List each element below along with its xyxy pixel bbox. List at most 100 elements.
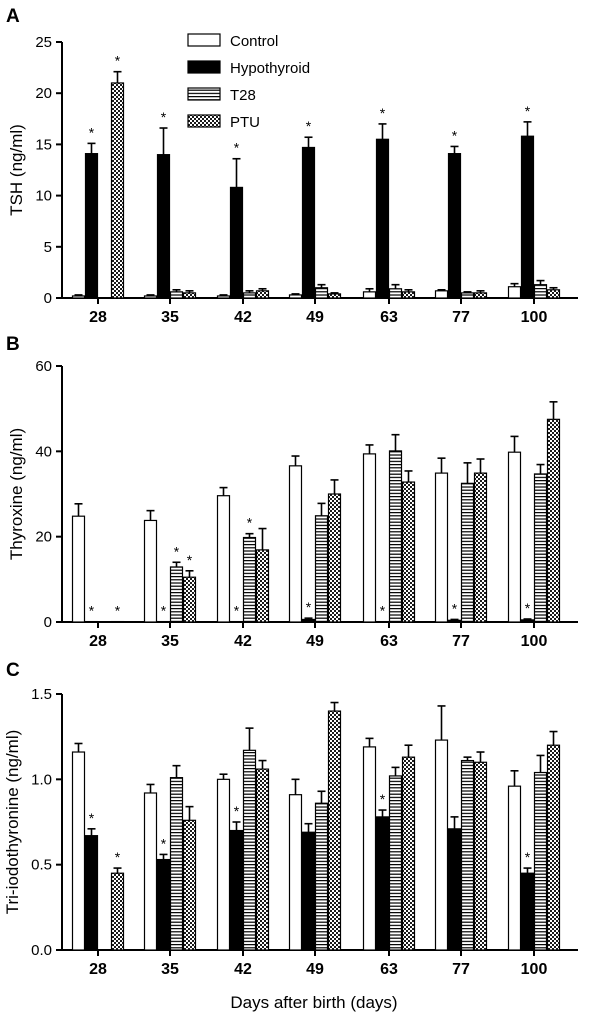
- y-axis-title: Thyroxine (ng/ml): [7, 428, 26, 560]
- bar: [401, 481, 416, 623]
- bar: [301, 146, 316, 299]
- significance-star: *: [306, 118, 312, 134]
- x-tick-label: 42: [234, 633, 252, 650]
- significance-star: *: [234, 603, 240, 619]
- bar: [533, 771, 548, 951]
- y-tick-label: 1.0: [31, 771, 52, 788]
- y-tick-label: 0: [44, 290, 52, 307]
- bar: [473, 292, 488, 299]
- bar: [71, 295, 86, 299]
- y-tick-label: 10: [35, 188, 52, 205]
- x-tick-label: 28: [89, 633, 107, 650]
- legend-swatch: [187, 60, 221, 74]
- bar: [520, 135, 535, 299]
- significance-star: *: [234, 140, 240, 156]
- significance-star: *: [525, 849, 531, 865]
- bar: [229, 186, 244, 299]
- y-tick-label: 20: [35, 85, 52, 102]
- bar: [460, 292, 475, 299]
- x-tick-label: 77: [452, 961, 470, 978]
- x-tick-label: 63: [380, 309, 398, 326]
- bar: [460, 759, 475, 951]
- legend-swatch: [187, 114, 221, 128]
- y-tick-label: 0.5: [31, 857, 52, 874]
- bar: [327, 493, 342, 623]
- bar: [216, 778, 231, 951]
- y-tick-label: 0.0: [31, 942, 52, 959]
- bar: [71, 515, 86, 623]
- y-tick-label: 5: [44, 239, 52, 256]
- significance-star: *: [161, 603, 167, 619]
- bar: [460, 482, 475, 623]
- y-tick-label: 40: [35, 443, 52, 460]
- bar: [362, 291, 377, 299]
- significance-star: *: [174, 543, 180, 559]
- bar: [314, 287, 329, 299]
- bar: [143, 792, 158, 951]
- x-tick-label: 42: [234, 309, 252, 326]
- x-tick-label: 35: [161, 309, 179, 326]
- bar: [507, 785, 522, 951]
- significance-star: *: [187, 552, 193, 568]
- significance-star: *: [452, 127, 458, 143]
- legend-swatch: [187, 87, 221, 101]
- bar: [401, 756, 416, 951]
- bar: [301, 831, 316, 951]
- legend-swatch: [187, 33, 221, 47]
- significance-star: *: [89, 603, 95, 619]
- x-tick-label: 77: [452, 633, 470, 650]
- x-tick-label: 42: [234, 961, 252, 978]
- bar: [434, 290, 449, 299]
- bar: [362, 453, 377, 623]
- y-tick-label: 60: [35, 358, 52, 375]
- x-axis-title: Days after birth (days): [230, 993, 397, 1012]
- bar: [288, 794, 303, 951]
- bar: [242, 536, 257, 623]
- significance-star: *: [525, 600, 531, 616]
- x-tick-label: 28: [89, 309, 107, 326]
- y-tick-label: 20: [35, 529, 52, 546]
- bar: [434, 472, 449, 623]
- bar: [447, 619, 462, 623]
- bar: [388, 288, 403, 299]
- bar: [507, 451, 522, 623]
- y-tick-label: 0: [44, 614, 52, 631]
- bar: [314, 802, 329, 951]
- legend-label: PTU: [230, 114, 260, 131]
- bar: [229, 829, 244, 951]
- significance-star: *: [452, 600, 458, 616]
- x-tick-label: 77: [452, 309, 470, 326]
- legend-label: Control: [230, 33, 278, 50]
- bar: [401, 291, 416, 299]
- x-tick-label: 49: [306, 633, 324, 650]
- y-tick-label: 1.5: [31, 686, 52, 703]
- bar: [288, 294, 303, 299]
- x-tick-label: 49: [306, 309, 324, 326]
- x-tick-label: 63: [380, 961, 398, 978]
- bar: [169, 566, 184, 623]
- bar: [71, 751, 86, 951]
- bar: [507, 286, 522, 299]
- bar: [533, 284, 548, 299]
- significance-star: *: [115, 53, 121, 69]
- bar: [473, 761, 488, 951]
- bar: [84, 835, 99, 951]
- y-axis-title: TSH (ng/ml): [7, 124, 26, 216]
- bar: [216, 495, 231, 623]
- x-tick-label: 63: [380, 633, 398, 650]
- significance-star: *: [161, 835, 167, 851]
- bar: [533, 473, 548, 623]
- bar: [288, 465, 303, 623]
- significance-star: *: [380, 791, 386, 807]
- bar: [314, 515, 329, 623]
- bar: [473, 472, 488, 623]
- bar: [110, 872, 125, 951]
- y-tick-label: 25: [35, 34, 52, 51]
- bar: [375, 816, 390, 951]
- bar: [447, 828, 462, 951]
- panel-letter: C: [6, 660, 20, 681]
- bar: [255, 290, 270, 299]
- bar: [143, 295, 158, 299]
- bar: [255, 768, 270, 951]
